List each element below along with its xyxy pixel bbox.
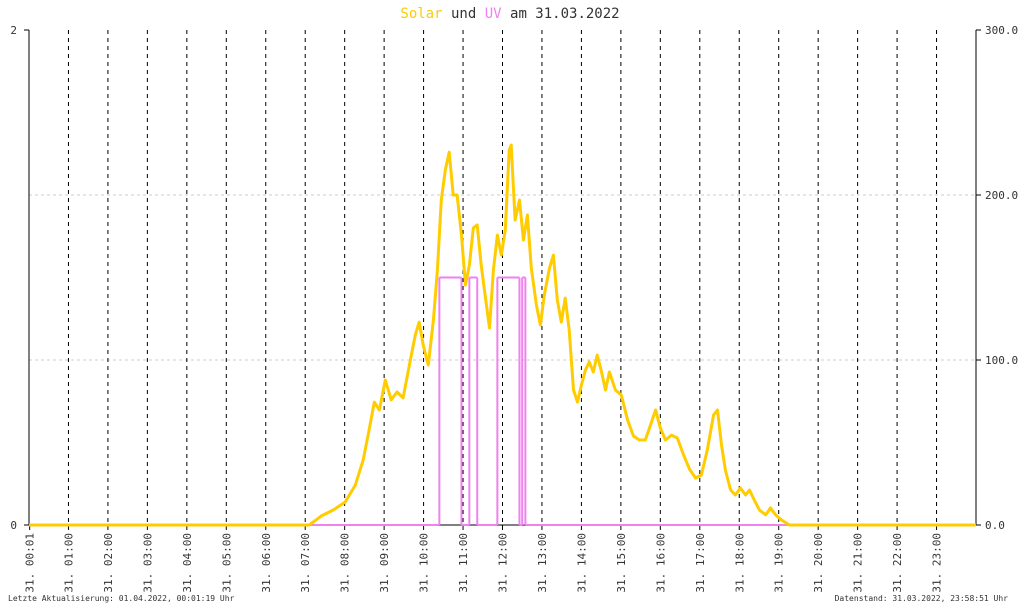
x-tick-label: 31. 17:00 [694,533,707,593]
x-tick-label: 31. 12:00 [497,533,510,593]
y-tick-label: 2 [10,24,17,37]
x-tick-label: 31. 04:00 [181,533,194,593]
x-tick-label: 31. 13:00 [536,533,549,593]
x-tick-label: 31. 02:00 [102,533,115,593]
y-tick-label: 0 [10,519,17,532]
title-connector: und [451,6,476,22]
title-uv: UV [485,6,502,22]
x-tick-label: 31. 01:00 [62,533,75,593]
x-tick-label: 31. 20:00 [812,533,825,593]
x-tick-label: 31. 08:00 [339,533,352,593]
x-tick-label: 31. 00:01 [24,533,37,593]
plot: 0.0 100.0 200.0 300.0 0 2 31. 00:01 31. 01:00 31… [10,24,1018,593]
title-date: am 31.03.2022 [510,6,620,22]
y2-tick-label: 0.0 [985,519,1005,532]
x-tick-label: 31. 16:00 [654,533,667,593]
x-tick-label: 31. 23:00 [931,533,944,593]
x-tick-label: 31. 15:00 [615,533,628,593]
x-tick-label: 31. 11:00 [457,533,470,593]
x-tick-label: 31. 07:00 [299,533,312,593]
x-tick-label: 31. 21:00 [852,533,865,593]
line [29,143,976,527]
x-tick-label: 31. 03:00 [141,533,154,593]
footer-right: Datenstand: 31.03.2022, 23:58:51 Uhr [835,594,1009,603]
y2-tick-label: 200.0 [985,189,1018,202]
x-tick-label: 31. 14:00 [575,533,588,593]
x-tick-label: 31. 10:00 [418,533,431,593]
footer-left: Letzte Aktualisierung: 01.04.2022, 00:01… [8,594,235,603]
x-tick-label: 31. 09:00 [378,533,391,593]
x-tick-label: 31. 22:00 [891,533,904,593]
y2-tick-label: 100.0 [985,354,1018,367]
x-tick-label: 31. 19:00 [773,533,786,593]
y2-tick-label: 300.0 [985,24,1018,37]
x-tick-label: 31. 06:00 [260,533,273,593]
x-tick-label: 31. 18:00 [733,533,746,593]
chart-title: Solar und UV am 31.03.2022 [400,6,619,22]
title-solar: Solar [400,6,442,22]
x-tick-label: 31. 05:00 [220,533,233,593]
